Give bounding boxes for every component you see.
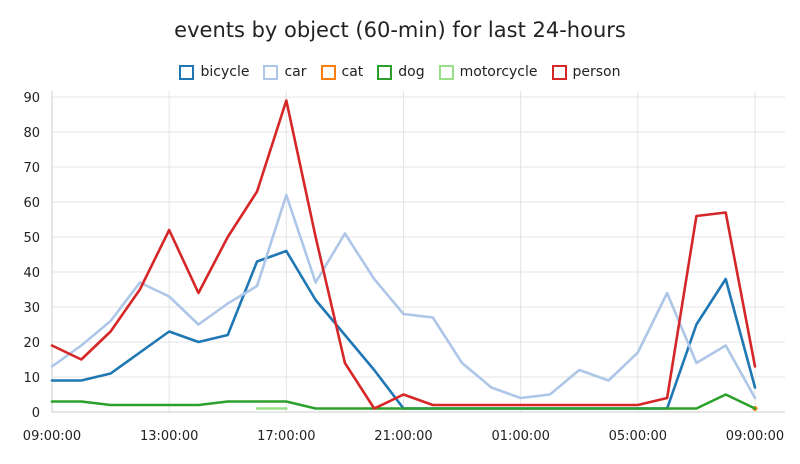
legend-label: person	[572, 64, 621, 80]
legend-item-person[interactable]: person	[551, 64, 621, 80]
y-tick-label: 90	[23, 91, 40, 106]
legend-swatch	[179, 64, 195, 80]
legend-swatch	[263, 64, 279, 80]
y-tick-label: 40	[23, 266, 40, 281]
y-tick-label: 20	[23, 336, 40, 351]
series-line-dog	[50, 393, 757, 410]
legend-item-dog[interactable]: dog	[377, 64, 425, 80]
y-tick-label: 70	[23, 161, 40, 176]
legend-swatch	[320, 64, 336, 80]
legend-swatch	[377, 64, 393, 80]
legend-item-cat[interactable]: cat	[320, 64, 364, 80]
x-tick-label: 21:00:00	[374, 429, 432, 444]
legend-label: cat	[341, 64, 364, 80]
legend-swatch	[438, 64, 454, 80]
series-line-car	[50, 193, 757, 400]
x-tick-label: 01:00:00	[491, 429, 549, 444]
y-tick-label: 30	[23, 301, 40, 316]
x-tick-label: 05:00:00	[609, 429, 667, 444]
chart-title: events by object (60-min) for last 24-ho…	[174, 18, 626, 42]
y-tick-label: 0	[32, 406, 40, 421]
y-tick-label: 80	[23, 126, 40, 141]
y-tick-label: 60	[23, 196, 40, 211]
legend-label: motorcycle	[459, 64, 538, 80]
y-tick-label: 10	[23, 371, 40, 386]
series-line-person	[50, 99, 757, 410]
x-tick-label: 09:00:00	[23, 429, 81, 444]
legend-item-car[interactable]: car	[263, 64, 307, 80]
legend-swatch	[551, 64, 567, 80]
legend-label: car	[284, 64, 307, 80]
x-tick-label: 13:00:00	[140, 429, 198, 444]
y-tick-label: 50	[23, 231, 40, 246]
legend-item-motorcycle[interactable]: motorcycle	[438, 64, 538, 80]
legend-label: dog	[398, 64, 425, 80]
legend-item-bicycle[interactable]: bicycle	[179, 64, 249, 80]
x-tick-label: 17:00:00	[257, 429, 315, 444]
legend-label: bicycle	[200, 64, 250, 80]
chart-legend: bicycle car cat dog motorcycle person	[0, 64, 800, 80]
x-tick-label: 09:00:00	[726, 429, 784, 444]
